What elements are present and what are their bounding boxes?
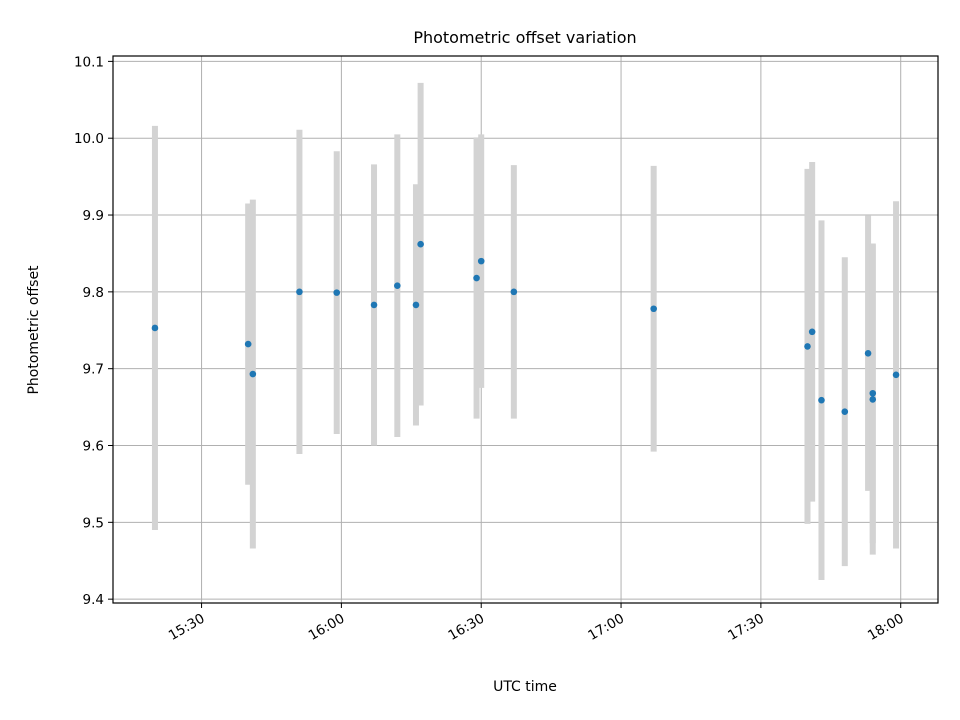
- data-point: [370, 301, 378, 309]
- data-point: [892, 371, 900, 379]
- data-point: [650, 305, 657, 313]
- data-point: [412, 301, 420, 309]
- data-point: [818, 396, 825, 404]
- y-tick-label: 9.9: [83, 208, 104, 224]
- y-tick-label: 10.0: [74, 131, 104, 147]
- data-point: [296, 288, 303, 296]
- data-point: [333, 289, 341, 296]
- data-point: [244, 340, 252, 348]
- data-point: [510, 288, 518, 296]
- data-point: [841, 408, 849, 416]
- data-point: [417, 240, 424, 248]
- data-point: [864, 350, 872, 357]
- y-tick-label: 9.7: [83, 362, 104, 378]
- chart-title: Photometric offset variation: [413, 28, 636, 47]
- x-axis-label: UTC time: [493, 679, 557, 695]
- data-points: [151, 240, 900, 416]
- data-point: [151, 324, 159, 332]
- y-tick-label: 9.8: [83, 285, 104, 301]
- data-point: [869, 389, 877, 397]
- y-tick-label: 9.4: [83, 592, 104, 608]
- data-point: [869, 396, 877, 403]
- data-point: [473, 274, 480, 282]
- y-tick-label: 9.6: [83, 439, 104, 455]
- y-tick-label: 10.1: [74, 54, 104, 70]
- data-point: [804, 343, 811, 350]
- data-point: [808, 328, 816, 336]
- plot-frame: [112, 55, 939, 604]
- data-point: [249, 370, 257, 378]
- y-axis-label: Photometric offset: [26, 265, 42, 395]
- y-tick-label: 9.5: [83, 515, 104, 531]
- data-point: [477, 257, 485, 265]
- data-point: [394, 282, 401, 290]
